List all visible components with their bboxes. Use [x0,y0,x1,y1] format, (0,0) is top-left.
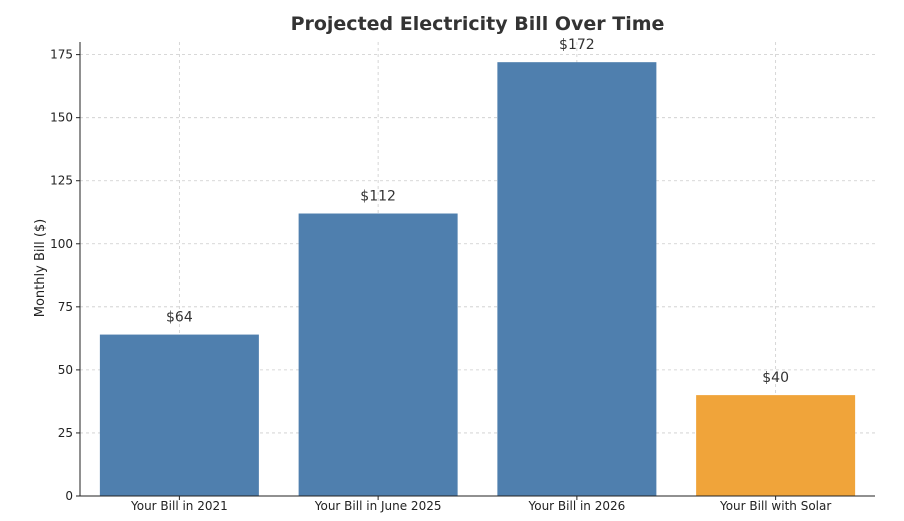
y-tick-label: 0 [65,489,73,503]
x-tick-label: Your Bill with Solar [719,499,831,513]
bars [99,62,856,497]
bar [99,334,259,496]
bar-value-label: $40 [762,370,789,386]
y-tick-label: 175 [50,48,73,62]
bar-value-label: $172 [559,37,595,53]
bar-value-label: $112 [360,189,396,205]
bar-value-label: $64 [166,310,193,326]
y-tick-label: 125 [50,174,73,188]
bar [298,213,458,496]
y-tick-label: 50 [58,363,73,377]
x-tick-label: Your Bill in June 2025 [314,499,442,513]
x-tick-label: Your Bill in 2021 [130,499,228,513]
y-tick-label: 150 [50,111,73,125]
labels: 0 25 50 75 100 125 150 175 $64 Your Bill in 2021 $… [50,37,831,513]
y-tick-label: 100 [50,237,73,251]
y-tick-label: 75 [58,300,73,314]
chart-title: Projected Electricity Bill Over Time [290,13,665,35]
bar [696,395,856,496]
y-tick-label: 25 [58,426,73,440]
bar [497,62,657,497]
y-axis-label: Monthly Bill ($) [33,219,48,317]
x-tick-label: Your Bill in 2026 [527,499,625,513]
